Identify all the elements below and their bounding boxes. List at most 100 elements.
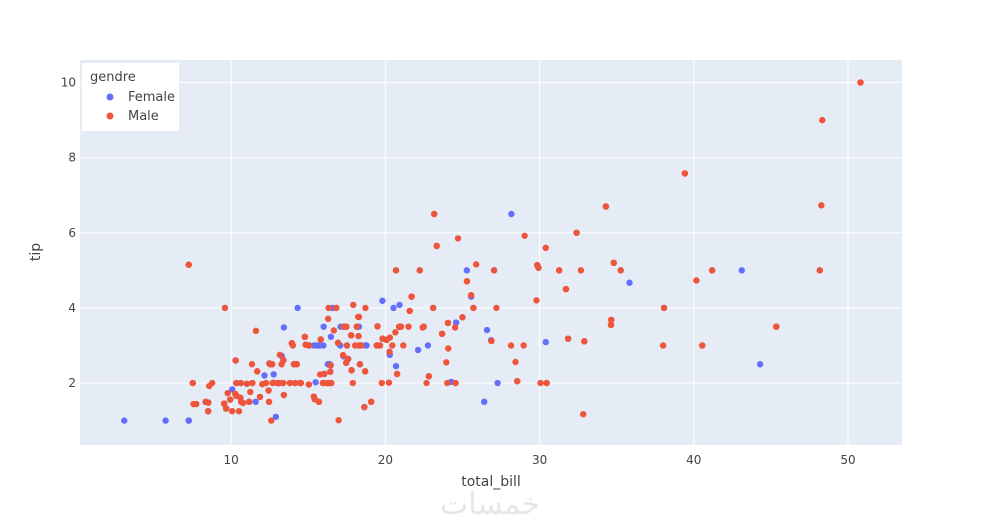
data-point-male[interactable] xyxy=(189,379,196,387)
data-point-male[interactable] xyxy=(321,370,328,378)
data-point-male[interactable] xyxy=(202,398,209,405)
data-point-male[interactable] xyxy=(580,411,587,418)
data-point-male[interactable] xyxy=(229,408,236,415)
data-point-male[interactable] xyxy=(467,291,475,299)
data-point-male[interactable] xyxy=(276,379,283,387)
data-point-male[interactable] xyxy=(452,379,459,387)
data-point-male[interactable] xyxy=(537,379,544,387)
data-point-male[interactable] xyxy=(393,370,401,378)
data-point-male[interactable] xyxy=(693,277,700,284)
data-point-male[interactable] xyxy=(232,390,239,398)
data-point-male[interactable] xyxy=(355,332,362,340)
data-point-female[interactable] xyxy=(229,386,236,393)
data-point-male[interactable] xyxy=(385,379,393,386)
data-point-male[interactable] xyxy=(224,389,231,397)
data-point-male[interactable] xyxy=(533,297,540,304)
data-point-female[interactable] xyxy=(424,342,432,349)
data-point-male[interactable] xyxy=(361,403,368,411)
data-point-male[interactable] xyxy=(305,381,313,388)
data-point-male[interactable] xyxy=(315,398,323,405)
data-point-male[interactable] xyxy=(256,393,264,401)
data-point-male[interactable] xyxy=(193,400,200,408)
data-point-female[interactable] xyxy=(185,417,192,424)
data-point-male[interactable] xyxy=(659,342,667,349)
data-point-male[interactable] xyxy=(339,352,347,359)
data-point-male[interactable] xyxy=(534,261,541,269)
data-point-male[interactable] xyxy=(490,267,498,274)
data-point-male[interactable] xyxy=(816,267,823,274)
data-point-male[interactable] xyxy=(335,417,342,424)
data-point-male[interactable] xyxy=(327,368,334,375)
data-point-male[interactable] xyxy=(607,321,615,328)
data-point-male[interactable] xyxy=(297,379,304,387)
data-point-female[interactable] xyxy=(272,413,280,421)
data-point-male[interactable] xyxy=(542,244,549,251)
data-point-male[interactable] xyxy=(221,304,229,312)
data-point-male[interactable] xyxy=(562,285,570,293)
data-point-male[interactable] xyxy=(221,400,228,407)
data-point-male[interactable] xyxy=(472,261,480,268)
data-point-male[interactable] xyxy=(288,340,296,347)
data-point-male[interactable] xyxy=(327,362,334,369)
data-point-female[interactable] xyxy=(481,398,488,405)
data-point-female[interactable] xyxy=(756,361,764,368)
data-point-male[interactable] xyxy=(400,342,407,349)
data-point-male[interactable] xyxy=(454,235,462,242)
data-point-male[interactable] xyxy=(429,304,437,312)
data-point-female[interactable] xyxy=(327,333,335,341)
legend-item-female[interactable]: Female xyxy=(106,90,176,105)
data-point-male[interactable] xyxy=(376,342,384,349)
data-point-male[interactable] xyxy=(223,405,230,412)
data-point-male[interactable] xyxy=(342,359,350,366)
data-point-male[interactable] xyxy=(269,379,276,387)
data-point-male[interactable] xyxy=(301,333,309,341)
data-point-male[interactable] xyxy=(405,323,412,330)
data-point-female[interactable] xyxy=(320,323,327,330)
data-point-male[interactable] xyxy=(857,79,864,86)
data-point-male[interactable] xyxy=(208,379,216,387)
data-point-male[interactable] xyxy=(444,319,452,327)
legend[interactable]: gendre Female Male xyxy=(82,63,179,131)
data-point-male[interactable] xyxy=(237,394,244,401)
data-point-male[interactable] xyxy=(514,377,521,385)
data-point-male[interactable] xyxy=(286,379,294,387)
data-point-male[interactable] xyxy=(249,379,256,387)
data-point-male[interactable] xyxy=(347,332,355,339)
data-point-female[interactable] xyxy=(313,342,320,349)
data-point-male[interactable] xyxy=(681,170,689,177)
data-point-male[interactable] xyxy=(265,398,273,405)
data-point-male[interactable] xyxy=(423,379,430,387)
data-point-male[interactable] xyxy=(353,323,361,330)
data-point-male[interactable] xyxy=(324,315,332,322)
data-point-male[interactable] xyxy=(280,391,288,399)
data-point-male[interactable] xyxy=(362,304,369,312)
data-point-female[interactable] xyxy=(121,417,128,424)
data-point-male[interactable] xyxy=(470,304,477,312)
data-point-male[interactable] xyxy=(268,417,275,424)
data-point-male[interactable] xyxy=(708,267,716,274)
data-point-male[interactable] xyxy=(325,304,332,312)
data-point-male[interactable] xyxy=(819,116,826,124)
data-point-female[interactable] xyxy=(379,297,386,304)
data-point-male[interactable] xyxy=(334,339,342,347)
data-point-male[interactable] xyxy=(564,335,572,342)
data-point-female[interactable] xyxy=(626,279,633,286)
data-point-male[interactable] xyxy=(351,342,359,349)
data-point-male[interactable] xyxy=(379,335,386,342)
data-point-male[interactable] xyxy=(290,361,298,368)
data-point-male[interactable] xyxy=(248,361,256,368)
data-point-male[interactable] xyxy=(245,398,253,405)
legend-item-male[interactable]: Male xyxy=(106,109,159,124)
data-point-male[interactable] xyxy=(610,259,617,267)
data-point-male[interactable] xyxy=(406,307,413,315)
data-point-male[interactable] xyxy=(555,267,563,274)
data-point-female[interactable] xyxy=(294,304,301,312)
data-point-female[interactable] xyxy=(452,319,460,326)
data-point-male[interactable] xyxy=(699,342,706,349)
data-point-male[interactable] xyxy=(617,267,624,274)
data-point-male[interactable] xyxy=(265,387,272,394)
data-point-male[interactable] xyxy=(232,357,239,364)
data-point-male[interactable] xyxy=(577,267,585,274)
data-point-female[interactable] xyxy=(414,346,422,354)
data-point-female[interactable] xyxy=(483,326,491,334)
